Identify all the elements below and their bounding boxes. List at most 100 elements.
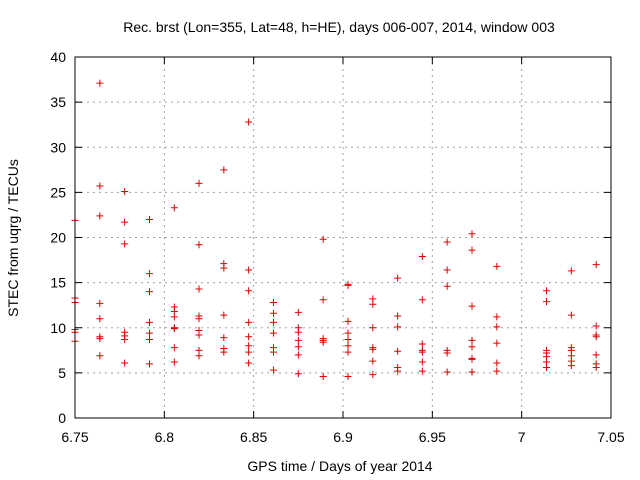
- data-point: [418, 348, 426, 356]
- data-point: [443, 368, 451, 376]
- data-point: [146, 215, 154, 223]
- data-point: [195, 241, 203, 249]
- data-point: [394, 367, 402, 375]
- data-point: [195, 315, 203, 323]
- data-point: [319, 338, 327, 346]
- data-point: [245, 359, 253, 367]
- data-point: [121, 359, 129, 367]
- x-tick-label: 6.8: [155, 429, 175, 445]
- data-point: [170, 358, 178, 366]
- data-point: [468, 355, 476, 363]
- data-point: [195, 179, 203, 187]
- y-tick-label: 15: [50, 275, 66, 291]
- data-point: [220, 166, 228, 174]
- data-point: [245, 266, 253, 274]
- data-point: [96, 212, 104, 220]
- y-tick-label: 35: [50, 94, 66, 110]
- data-point: [121, 218, 129, 226]
- y-tick-label: 20: [50, 230, 66, 246]
- y-tick-label: 30: [50, 139, 66, 155]
- data-point: [195, 331, 203, 339]
- data-point: [195, 352, 203, 360]
- data-point: [121, 335, 129, 343]
- data-point: [418, 367, 426, 375]
- data-point: [269, 318, 277, 326]
- data-point: [493, 323, 501, 331]
- data-point: [245, 118, 253, 126]
- x-tick-label: 7.05: [597, 429, 624, 445]
- data-point: [170, 204, 178, 212]
- data-point: [269, 329, 277, 337]
- data-point: [418, 340, 426, 348]
- data-point: [543, 287, 551, 295]
- plot-frame: [74, 56, 612, 419]
- data-point: [146, 329, 154, 337]
- y-tick-label: 40: [50, 49, 66, 65]
- data-point: [146, 360, 154, 368]
- data-point: [294, 351, 302, 359]
- data-point: [394, 274, 402, 282]
- data-point: [146, 270, 154, 278]
- data-point: [344, 281, 352, 289]
- data-point: [170, 344, 178, 352]
- data-point: [245, 318, 253, 326]
- data-point: [344, 348, 352, 356]
- data-point: [369, 300, 377, 308]
- data-point: [96, 182, 104, 190]
- data-point: [369, 357, 377, 365]
- data-point: [592, 351, 600, 359]
- data-point: [468, 246, 476, 254]
- data-point: [146, 288, 154, 296]
- y-tick-label: 0: [58, 410, 66, 426]
- data-point: [121, 187, 129, 195]
- data-point: [344, 317, 352, 325]
- data-point: [443, 238, 451, 246]
- data-point: [394, 347, 402, 355]
- data-point: [493, 262, 501, 270]
- data-point: [493, 367, 501, 375]
- data-point: [344, 372, 352, 380]
- data-point: [96, 352, 104, 360]
- chart-title: Rec. brst (Lon=355, Lat=48, h=HE), days …: [123, 19, 555, 35]
- data-point: [468, 343, 476, 351]
- data-point: [567, 362, 575, 370]
- tick-labels: 0 5 10 15 20 25 30 35 40 6.75 6.8 6.85 6.9 6.95 7 7.05: [50, 49, 624, 445]
- data-point: [468, 368, 476, 376]
- data-point: [493, 339, 501, 347]
- data-point: [245, 348, 253, 356]
- data-point: [344, 342, 352, 350]
- data-point: [468, 302, 476, 310]
- data-point: [369, 324, 377, 332]
- data-point: [592, 261, 600, 269]
- data-point: [443, 282, 451, 290]
- data-point: [245, 342, 253, 350]
- data-point: [294, 370, 302, 378]
- y-tick-label: 25: [50, 184, 66, 200]
- data-point: [344, 335, 352, 343]
- data-point: [195, 285, 203, 293]
- x-tick-label: 7: [518, 429, 526, 445]
- data-point: [468, 336, 476, 344]
- data-point: [294, 308, 302, 316]
- data-point: [269, 348, 277, 356]
- data-point: [443, 349, 451, 357]
- data-point: [592, 322, 600, 330]
- x-axis-label: GPS time / Days of year 2014: [247, 458, 432, 474]
- data-point: [344, 329, 352, 337]
- data-point: [220, 334, 228, 342]
- data-point: [294, 343, 302, 351]
- data-point: [493, 359, 501, 367]
- data-point: [294, 336, 302, 344]
- data-point: [220, 264, 228, 272]
- data-point: [543, 298, 551, 306]
- data-point: [468, 230, 476, 238]
- data-point: [493, 313, 501, 321]
- data-point: [418, 252, 426, 260]
- data-point: [220, 311, 228, 319]
- x-tick-label: 6.85: [240, 429, 267, 445]
- data-points: [71, 79, 600, 380]
- data-point: [96, 79, 104, 87]
- data-point: [96, 315, 104, 323]
